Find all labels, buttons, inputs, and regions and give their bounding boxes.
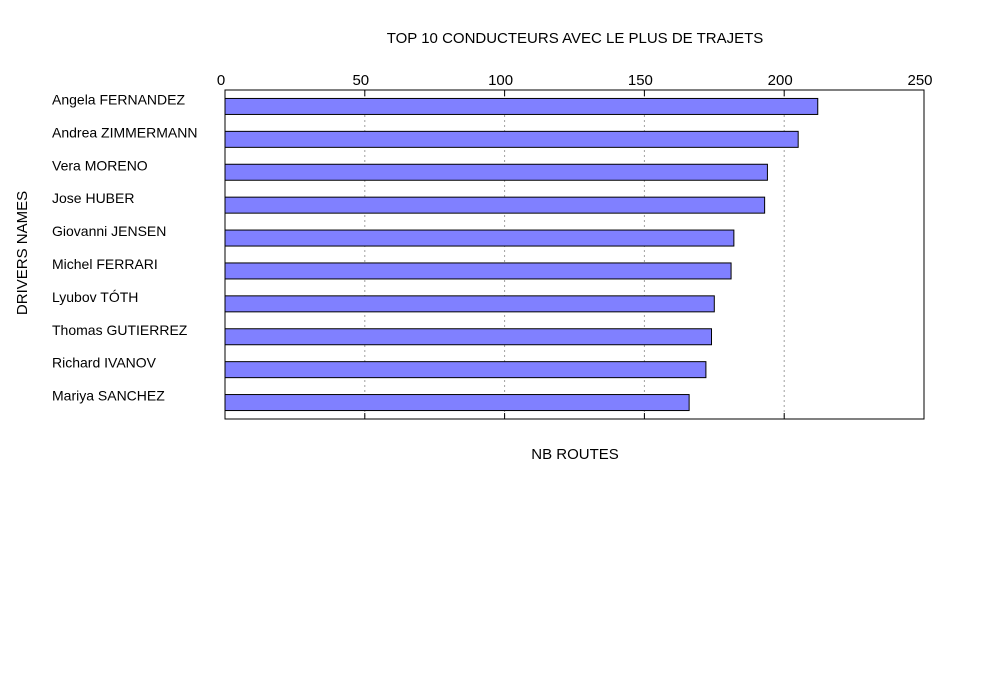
category-label-3: Jose HUBER: [52, 190, 134, 206]
chart-title: TOP 10 CONDUCTEURS AVEC LE PLUS DE TRAJE…: [387, 30, 764, 47]
plot-area-frame: [224, 89, 925, 420]
x-tick-label-4: 200: [768, 72, 793, 89]
category-label-1: Andrea ZIMMERMANN: [52, 124, 197, 140]
x-tick-label-1: 50: [352, 72, 369, 89]
x-axis-ticks: 0 50 100 150 200 250: [217, 72, 933, 419]
bar-9: [224, 394, 690, 412]
category-labels: Angela FERNANDEZ Andrea ZIMMERMANN Vera MO…: [52, 91, 197, 403]
category-label-4: Giovanni JENSEN: [52, 223, 166, 239]
category-label-0: Angela FERNANDEZ: [52, 91, 185, 107]
bar-6: [224, 295, 715, 313]
category-label-9: Mariya SANCHEZ: [52, 388, 165, 404]
x-tick-label-3: 150: [628, 72, 653, 89]
category-label-6: Lyubov TÓTH: [52, 289, 138, 305]
category-label-5: Michel FERRARI: [52, 256, 158, 272]
x-tick-label-2: 100: [488, 72, 513, 89]
category-label-7: Thomas GUTIERREZ: [52, 322, 188, 338]
bars: [224, 97, 819, 412]
bar-0: [224, 97, 819, 115]
bar-5: [224, 262, 732, 280]
category-label-2: Vera MORENO: [52, 157, 148, 173]
y-axis-label: DRIVERS NAMES: [14, 191, 31, 315]
x-axis-label: NB ROUTES: [531, 446, 619, 463]
bar-8: [224, 361, 707, 379]
category-label-8: Richard IVANOV: [52, 355, 157, 371]
x-tick-label-0: 0: [217, 72, 225, 89]
bar-3: [224, 196, 766, 214]
bar-2: [224, 163, 768, 181]
bar-4: [224, 229, 735, 247]
bar-1: [224, 130, 799, 148]
x-tick-label-5: 250: [907, 72, 932, 89]
bar-7: [224, 328, 713, 346]
